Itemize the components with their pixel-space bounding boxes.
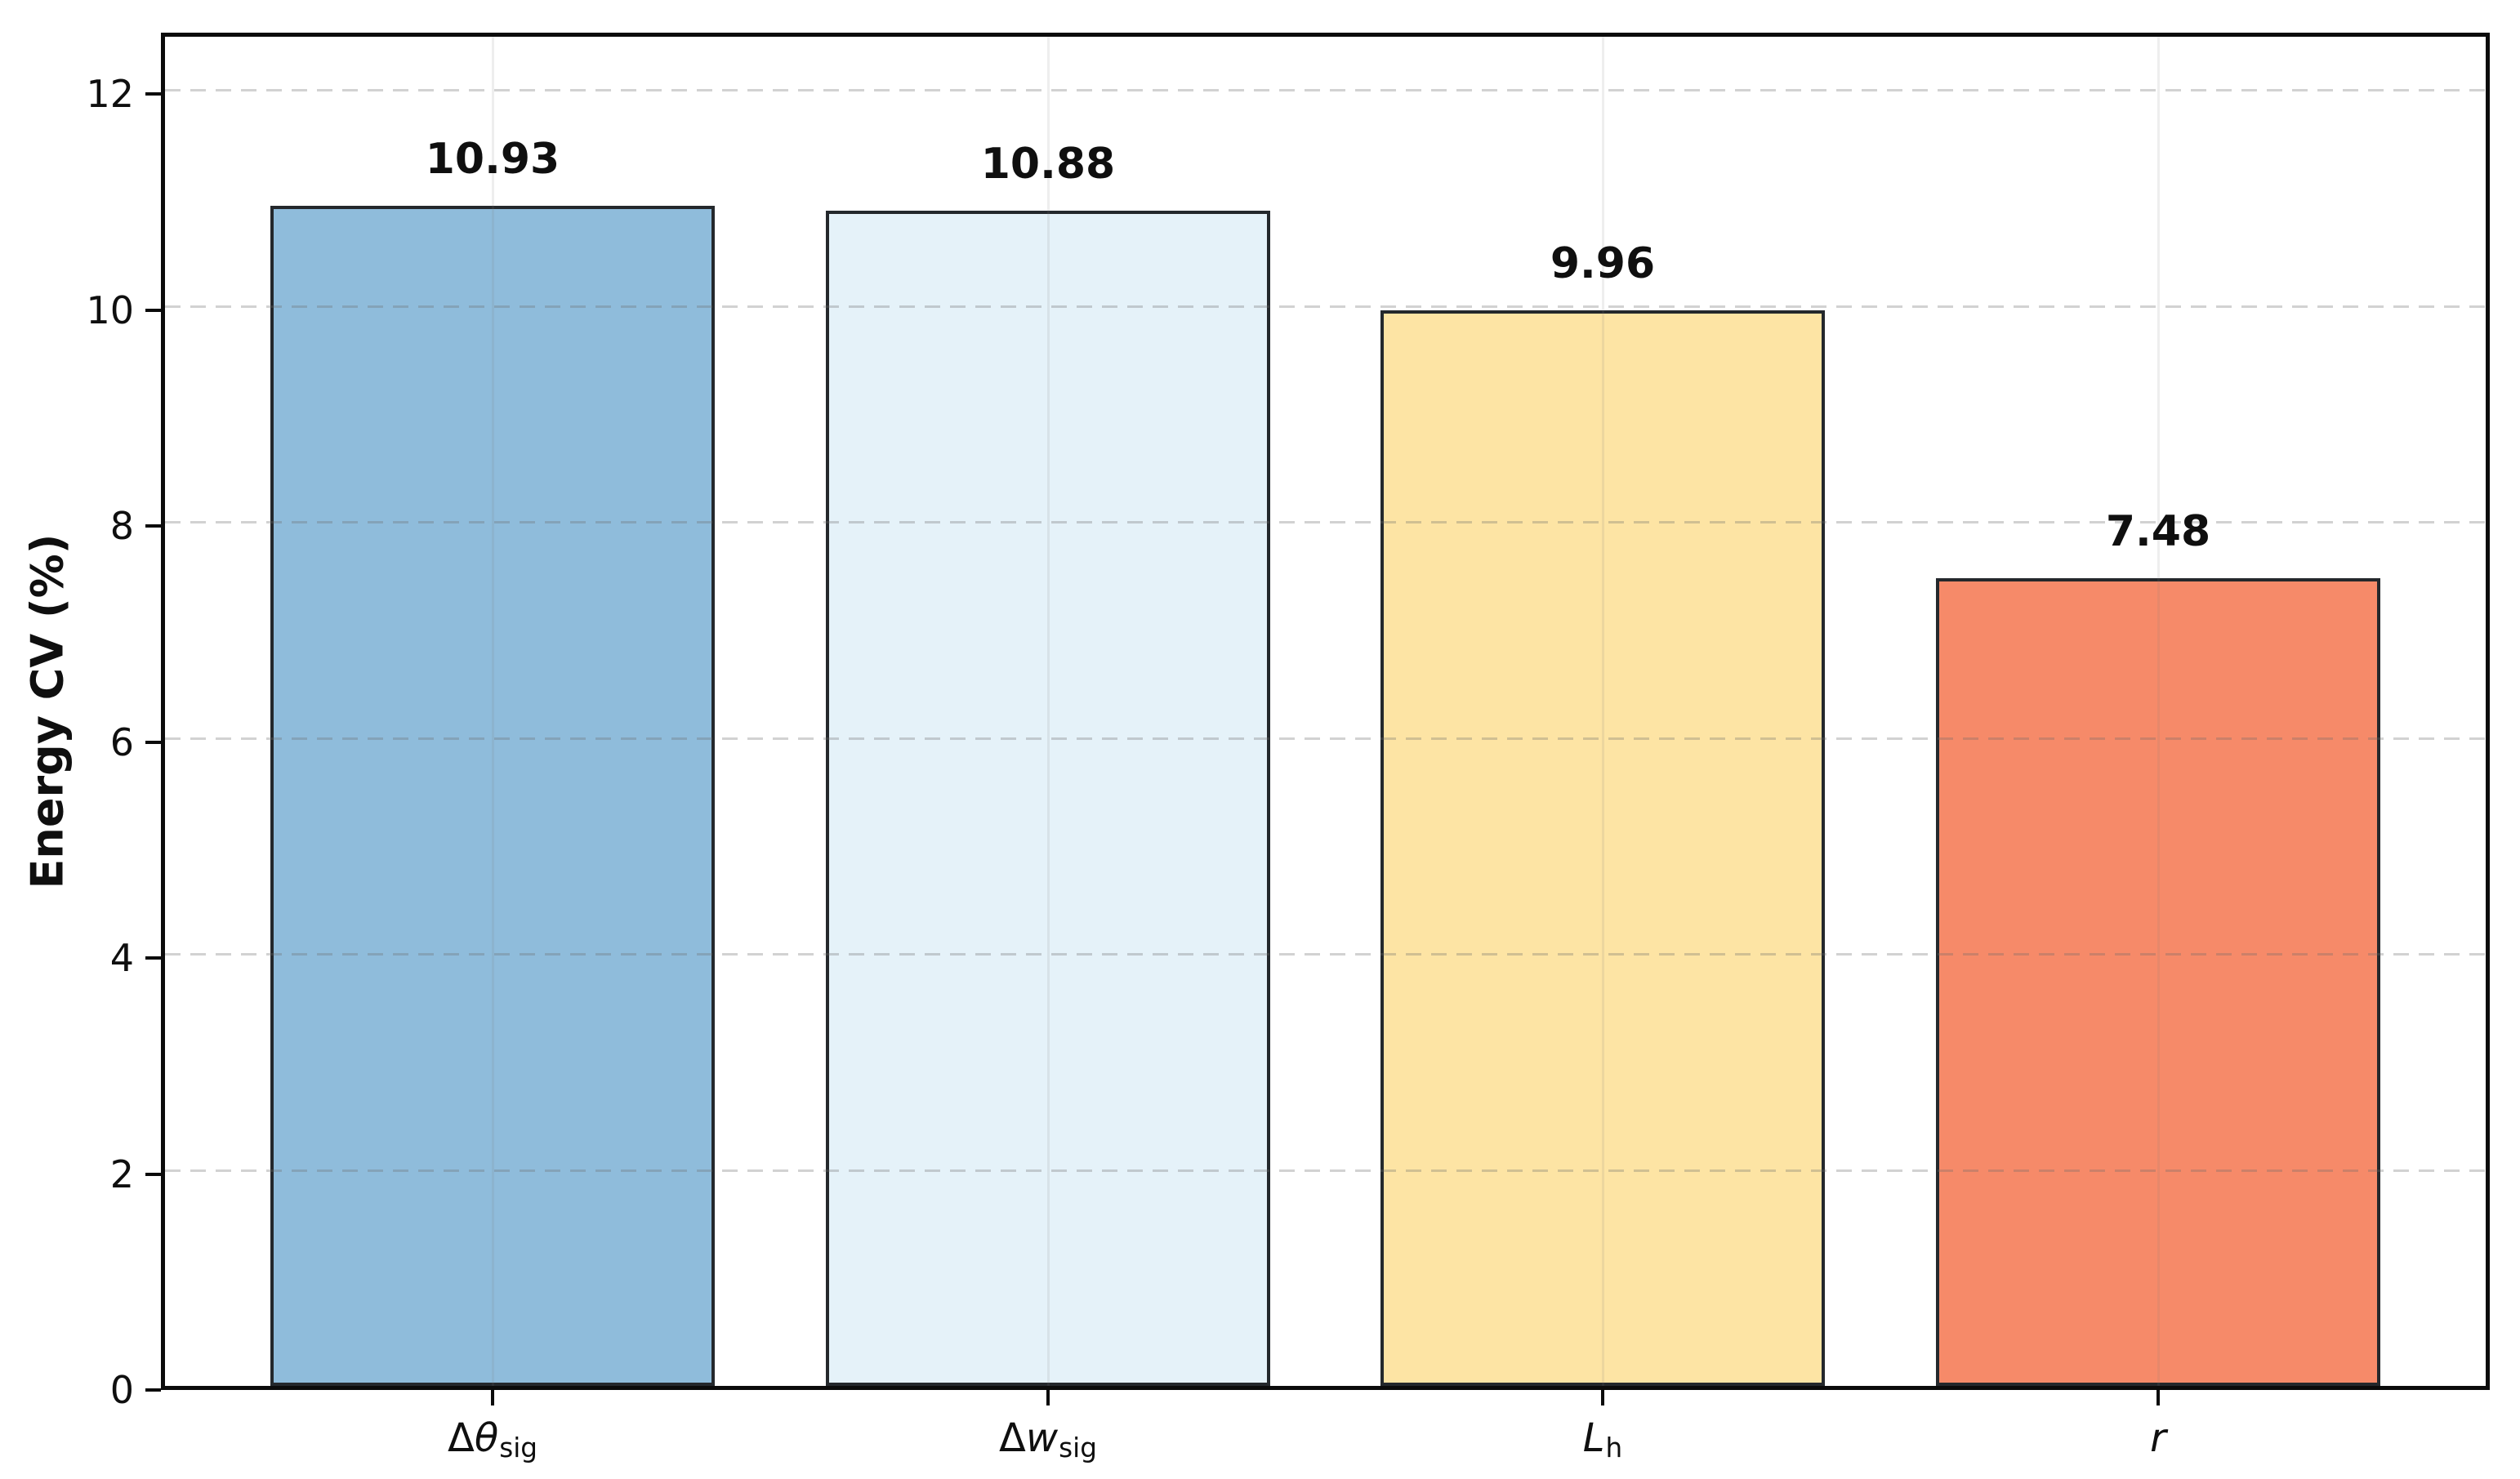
- y-tick-label: 12: [86, 72, 134, 116]
- bar-L_h: [1380, 310, 1825, 1386]
- x-axis-tick: [491, 1390, 494, 1405]
- bar-value-label: 10.93: [425, 135, 560, 184]
- x-tick-label-r: r: [2150, 1415, 2166, 1461]
- gridline-vertical: [1602, 37, 1604, 1386]
- gridline-horizontal: [165, 305, 2486, 308]
- gridline-vertical: [1047, 37, 1050, 1386]
- x-axis-tick: [1046, 1390, 1050, 1405]
- y-tick-label: 2: [109, 1152, 134, 1196]
- y-tick-label: 8: [109, 504, 134, 548]
- gridline-vertical: [492, 37, 494, 1386]
- bar-value-label: 9.96: [1550, 239, 1656, 288]
- bar-value-label: 7.48: [2105, 507, 2211, 556]
- gridline-horizontal: [165, 737, 2486, 740]
- x-axis-tick: [1601, 1390, 1604, 1405]
- x-tick-label-L_h: Lh: [1582, 1415, 1623, 1464]
- bar-r: [1936, 578, 2380, 1386]
- gridline-horizontal: [165, 1169, 2486, 1172]
- y-axis-tick: [145, 1173, 161, 1176]
- x-tick-label-Δw_sig: Δwsig: [999, 1415, 1097, 1464]
- y-axis-tick: [145, 741, 161, 744]
- gridline-horizontal: [165, 521, 2486, 523]
- y-axis-label: Energy CV (%): [21, 533, 74, 889]
- plot-area: 10.93 10.88 9.96 7.48: [161, 33, 2490, 1390]
- y-tick-label: 4: [109, 936, 134, 980]
- gridline-horizontal: [165, 89, 2486, 91]
- y-axis-tick: [145, 92, 161, 96]
- y-axis-tick: [145, 309, 161, 312]
- y-tick-label: 6: [109, 720, 134, 764]
- gridline-horizontal: [165, 953, 2486, 956]
- y-axis-tick: [145, 524, 161, 528]
- y-tick-label: 0: [109, 1368, 134, 1412]
- y-tick-label: 10: [86, 288, 134, 332]
- y-axis-tick: [145, 1388, 161, 1392]
- gridline-vertical: [2157, 37, 2160, 1386]
- bar-Δθ_sig: [270, 206, 715, 1386]
- bar-Δw_sig: [826, 211, 1270, 1386]
- x-tick-label-Δθ_sig: Δθsig: [448, 1415, 537, 1464]
- x-axis-tick: [2156, 1390, 2160, 1405]
- y-axis-tick: [145, 956, 161, 960]
- bar-value-label: 10.88: [980, 140, 1116, 189]
